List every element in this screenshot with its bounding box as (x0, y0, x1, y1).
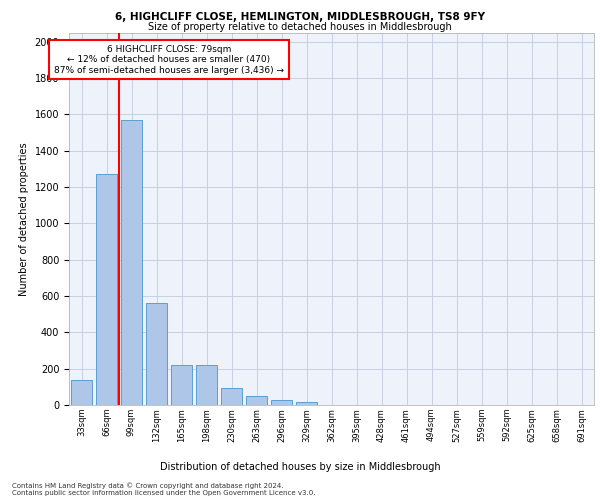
Bar (296, 402, 317, 405)
Text: Contains public sector information licensed under the Open Government Licence v3: Contains public sector information licen… (12, 490, 316, 496)
Bar (196, 365, 217, 405)
Bar (146, 303, 167, 405)
Text: Distribution of detached houses by size in Middlesbrough: Distribution of detached houses by size … (160, 462, 440, 472)
Bar (96, 174, 117, 405)
Y-axis label: Number of detached properties: Number of detached properties (19, 142, 29, 296)
Bar (71, 380, 92, 405)
Bar (121, 120, 142, 405)
Bar (246, 396, 267, 405)
Text: Size of property relative to detached houses in Middlesbrough: Size of property relative to detached ho… (148, 22, 452, 32)
Bar (221, 388, 242, 405)
Text: Contains HM Land Registry data © Crown copyright and database right 2024.: Contains HM Land Registry data © Crown c… (12, 482, 284, 489)
Text: 6 HIGHCLIFF CLOSE: 79sqm
← 12% of detached houses are smaller (470)
87% of semi-: 6 HIGHCLIFF CLOSE: 79sqm ← 12% of detach… (54, 45, 284, 74)
Bar (271, 400, 292, 405)
Bar (171, 365, 192, 405)
Text: 6, HIGHCLIFF CLOSE, HEMLINGTON, MIDDLESBROUGH, TS8 9FY: 6, HIGHCLIFF CLOSE, HEMLINGTON, MIDDLESB… (115, 12, 485, 22)
